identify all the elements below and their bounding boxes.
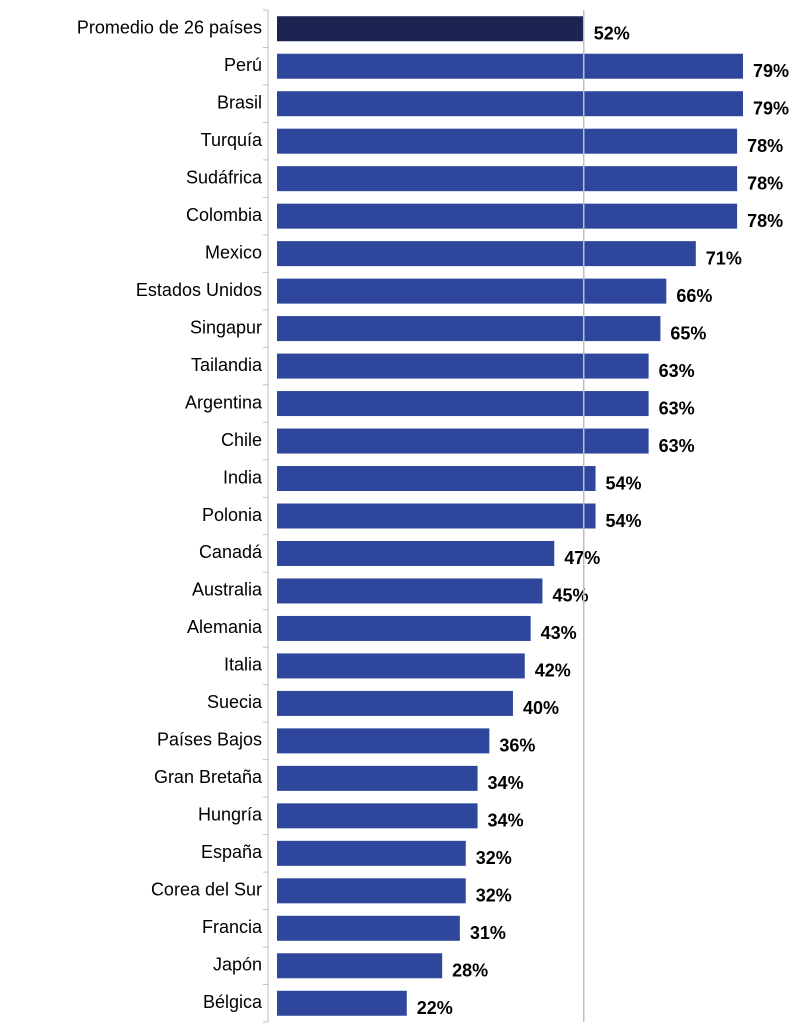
category-label: Colombia xyxy=(186,205,263,225)
bar xyxy=(277,16,584,42)
category-label: Singapur xyxy=(190,317,262,337)
data-label: 79% xyxy=(753,98,789,118)
data-label: 78% xyxy=(747,211,783,231)
bar xyxy=(277,128,738,154)
category-label: Argentina xyxy=(185,392,263,412)
data-label: 28% xyxy=(452,961,488,981)
category-label: Alemania xyxy=(187,617,263,637)
category-label: Brasil xyxy=(217,92,262,112)
bar xyxy=(277,878,466,904)
category-label: Hungría xyxy=(198,805,263,825)
category-label: Mexico xyxy=(205,242,262,262)
data-label: 22% xyxy=(417,998,453,1018)
category-label: Promedio de 26 países xyxy=(77,17,262,37)
data-label: 52% xyxy=(594,23,630,43)
category-label: Canadá xyxy=(199,542,263,562)
data-label: 63% xyxy=(659,436,695,456)
bar xyxy=(277,91,743,117)
bar xyxy=(277,765,478,791)
data-label: 78% xyxy=(747,136,783,156)
data-label: 42% xyxy=(535,661,571,681)
data-label: 54% xyxy=(606,511,642,531)
data-label: 34% xyxy=(488,773,524,793)
data-label: 31% xyxy=(470,923,506,943)
data-label: 78% xyxy=(747,173,783,193)
bar xyxy=(277,503,596,529)
bar xyxy=(277,953,443,979)
bar xyxy=(277,241,696,267)
category-label: Sudáfrica xyxy=(186,167,263,187)
data-label: 34% xyxy=(488,811,524,831)
bar xyxy=(277,990,407,1016)
category-label: Países Bajos xyxy=(157,730,262,750)
bar xyxy=(277,728,490,754)
bar xyxy=(277,803,478,829)
data-label: 32% xyxy=(476,848,512,868)
category-label: Corea del Sur xyxy=(151,880,262,900)
category-label: Italia xyxy=(224,655,263,675)
bar xyxy=(277,353,649,379)
category-label: Francia xyxy=(202,917,263,937)
category-label: Gran Bretaña xyxy=(154,767,263,787)
bar xyxy=(277,316,661,342)
bar xyxy=(277,540,555,566)
data-label: 54% xyxy=(606,473,642,493)
data-label: 32% xyxy=(476,886,512,906)
bar xyxy=(277,653,525,679)
category-label: Polonia xyxy=(202,505,263,525)
category-label: Japón xyxy=(213,955,262,975)
category-label: Turquía xyxy=(201,130,263,150)
data-label: 66% xyxy=(676,286,712,306)
bar xyxy=(277,915,460,941)
category-label: Perú xyxy=(224,55,262,75)
category-label: España xyxy=(201,842,263,862)
category-label: India xyxy=(223,467,263,487)
bar xyxy=(277,53,743,79)
data-label: 36% xyxy=(499,736,535,756)
bar xyxy=(277,578,543,604)
bar xyxy=(277,391,649,417)
data-label: 47% xyxy=(564,548,600,568)
data-label: 79% xyxy=(753,61,789,81)
category-label: Bélgica xyxy=(203,992,263,1012)
bar xyxy=(277,466,596,492)
bar xyxy=(277,166,738,192)
data-label: 65% xyxy=(670,323,706,343)
bar xyxy=(277,840,466,866)
category-label: Tailandia xyxy=(191,355,263,375)
data-label: 71% xyxy=(706,248,742,268)
data-label: 63% xyxy=(659,398,695,418)
data-label: 40% xyxy=(523,698,559,718)
data-label: 63% xyxy=(659,361,695,381)
category-label: Estados Unidos xyxy=(136,280,262,300)
category-label: Australia xyxy=(192,580,263,600)
bar xyxy=(277,428,649,454)
bar xyxy=(277,615,531,641)
category-label: Chile xyxy=(221,430,262,450)
data-label: 43% xyxy=(541,623,577,643)
data-label: 45% xyxy=(552,586,588,606)
bar xyxy=(277,278,667,304)
category-label: Suecia xyxy=(207,692,263,712)
bar xyxy=(277,690,513,716)
bar xyxy=(277,203,738,229)
